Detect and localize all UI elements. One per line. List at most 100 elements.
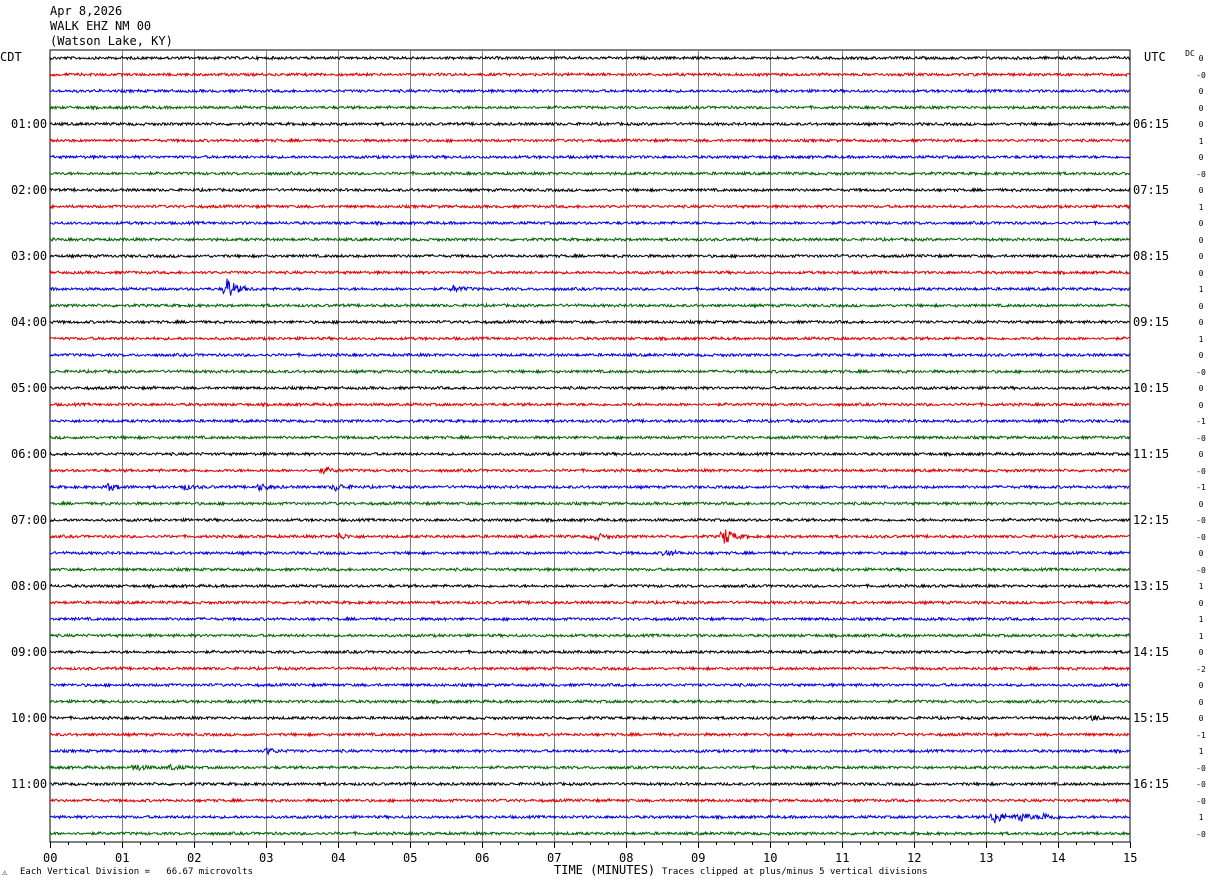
trace-line: [49, 137, 1131, 144]
trace-line: [49, 269, 1131, 276]
dc-offset-label: 0: [1198, 598, 1204, 608]
right-hour-label: 06:15: [1133, 117, 1170, 131]
dc-offset-label: -0: [1196, 433, 1206, 443]
trace-line: [49, 236, 1131, 243]
left-hour-label: 07:00: [11, 513, 48, 527]
trace-line: [49, 417, 1131, 425]
dc-offset-label: 0: [1198, 400, 1204, 410]
dc-offset-label: 0: [1198, 301, 1204, 311]
dc-offset-label: 0: [1198, 549, 1204, 558]
right-timezone-label: UTC: [1144, 50, 1166, 64]
x-tick-label: 04: [331, 851, 346, 865]
trace-line: [49, 582, 1131, 590]
dc-offset-label: 0: [1198, 219, 1204, 228]
dc-offset-label: -1: [1196, 483, 1206, 492]
trace-line: [49, 450, 1131, 458]
trace-line: [49, 811, 1131, 824]
dc-offset-label: 1: [1198, 582, 1204, 591]
trace-line: [49, 71, 1131, 78]
dc-offset-label: -0: [1196, 367, 1206, 377]
x-tick-label: 06: [475, 851, 490, 865]
dc-offset-label: 0: [1198, 186, 1204, 195]
x-tick-label: 13: [979, 851, 994, 865]
dc-offset-label: 1: [1198, 202, 1204, 212]
dc-offset-label: 1: [1198, 136, 1204, 146]
trace-line: [49, 120, 1131, 128]
left-hour-label: 06:00: [11, 447, 48, 461]
plot-frame: [49, 49, 1131, 843]
x-tick-label: 03: [259, 851, 274, 865]
trace-line: [49, 483, 1131, 493]
trace-line: [49, 698, 1131, 705]
dc-offset-label: -0: [1196, 829, 1206, 839]
left-hour-label: 03:00: [11, 249, 48, 263]
dc-offset-label: -0: [1196, 796, 1206, 806]
trace-line: [49, 170, 1131, 177]
trace-line: [49, 318, 1131, 326]
right-hour-label: 10:15: [1133, 381, 1170, 395]
dc-offset-label: -0: [1196, 516, 1206, 525]
dc-offset-label: 0: [1198, 120, 1204, 129]
chart-date: Apr 8,2026: [50, 4, 123, 18]
scale-note: Each Vertical Division = 66.67 microvolt…: [20, 867, 253, 877]
left-hour-label: 10:00: [11, 711, 48, 725]
trace-line: [49, 665, 1131, 672]
dc-offset-label: 0: [1198, 450, 1204, 459]
dc-offset-label: 0: [1198, 714, 1204, 723]
dc-offset-label: -0: [1196, 70, 1206, 80]
x-tick-label: 00: [43, 851, 58, 865]
dc-offset-label: 0: [1198, 697, 1204, 707]
dc-offset-label: -2: [1196, 664, 1206, 674]
trace-line: [49, 681, 1131, 689]
trace-line: [49, 186, 1131, 194]
dc-offset-label: 0: [1198, 235, 1204, 245]
right-hour-label: 13:15: [1133, 579, 1170, 593]
trace-line: [49, 746, 1131, 756]
x-tick-label: 05: [403, 851, 418, 865]
dc-offset-label: 0: [1198, 268, 1204, 278]
dc-offset-label: 0: [1198, 252, 1204, 261]
trace-line: [49, 648, 1131, 656]
left-hour-label: 05:00: [11, 381, 48, 395]
dc-offset-label: 0: [1198, 499, 1204, 509]
dc-offset-label: -0: [1196, 565, 1206, 575]
right-hour-label: 11:15: [1133, 447, 1170, 461]
trace-line: [49, 731, 1131, 738]
dc-offset-label: 0: [1198, 54, 1204, 63]
trace-line: [49, 566, 1131, 573]
trace-line: [49, 252, 1131, 260]
trace-line: [49, 278, 1131, 296]
trace-line: [49, 384, 1131, 392]
trace-line: [49, 763, 1131, 772]
left-timezone-label: CDT: [0, 50, 22, 64]
x-tick-label: 07: [547, 851, 562, 865]
dc-header-label: DC: [1185, 49, 1195, 58]
dc-offset-label: 0: [1198, 153, 1204, 162]
station-name: WALK EHZ NM 00: [50, 19, 152, 33]
dc-offset-label: 1: [1198, 285, 1204, 294]
right-hour-label: 16:15: [1133, 777, 1170, 791]
trace-line: [49, 599, 1131, 606]
left-hour-label: 09:00: [11, 645, 48, 659]
trace-line: [49, 104, 1131, 111]
dc-offset-label: 0: [1198, 318, 1204, 327]
dc-offset-label: -0: [1196, 169, 1206, 179]
x-tick-label: 02: [187, 851, 202, 865]
dc-offset-label: -1: [1196, 730, 1206, 740]
dc-offset-label: -1: [1196, 417, 1206, 426]
dc-offset-label: 1: [1198, 631, 1204, 641]
right-hour-label: 08:15: [1133, 249, 1170, 263]
trace-line: [49, 153, 1131, 161]
trace-line: [49, 615, 1131, 623]
right-hour-label: 15:15: [1133, 711, 1170, 725]
trace-line: [49, 516, 1131, 524]
dc-offset-label: -0: [1196, 763, 1206, 773]
dc-offset-label: -0: [1196, 466, 1206, 476]
x-tick-label: 14: [1051, 851, 1066, 865]
left-hour-label: 01:00: [11, 117, 48, 131]
left-hour-label: 04:00: [11, 315, 48, 329]
trace-line: [49, 203, 1131, 210]
right-hour-label: 14:15: [1133, 645, 1170, 659]
trace-line: [49, 797, 1131, 804]
